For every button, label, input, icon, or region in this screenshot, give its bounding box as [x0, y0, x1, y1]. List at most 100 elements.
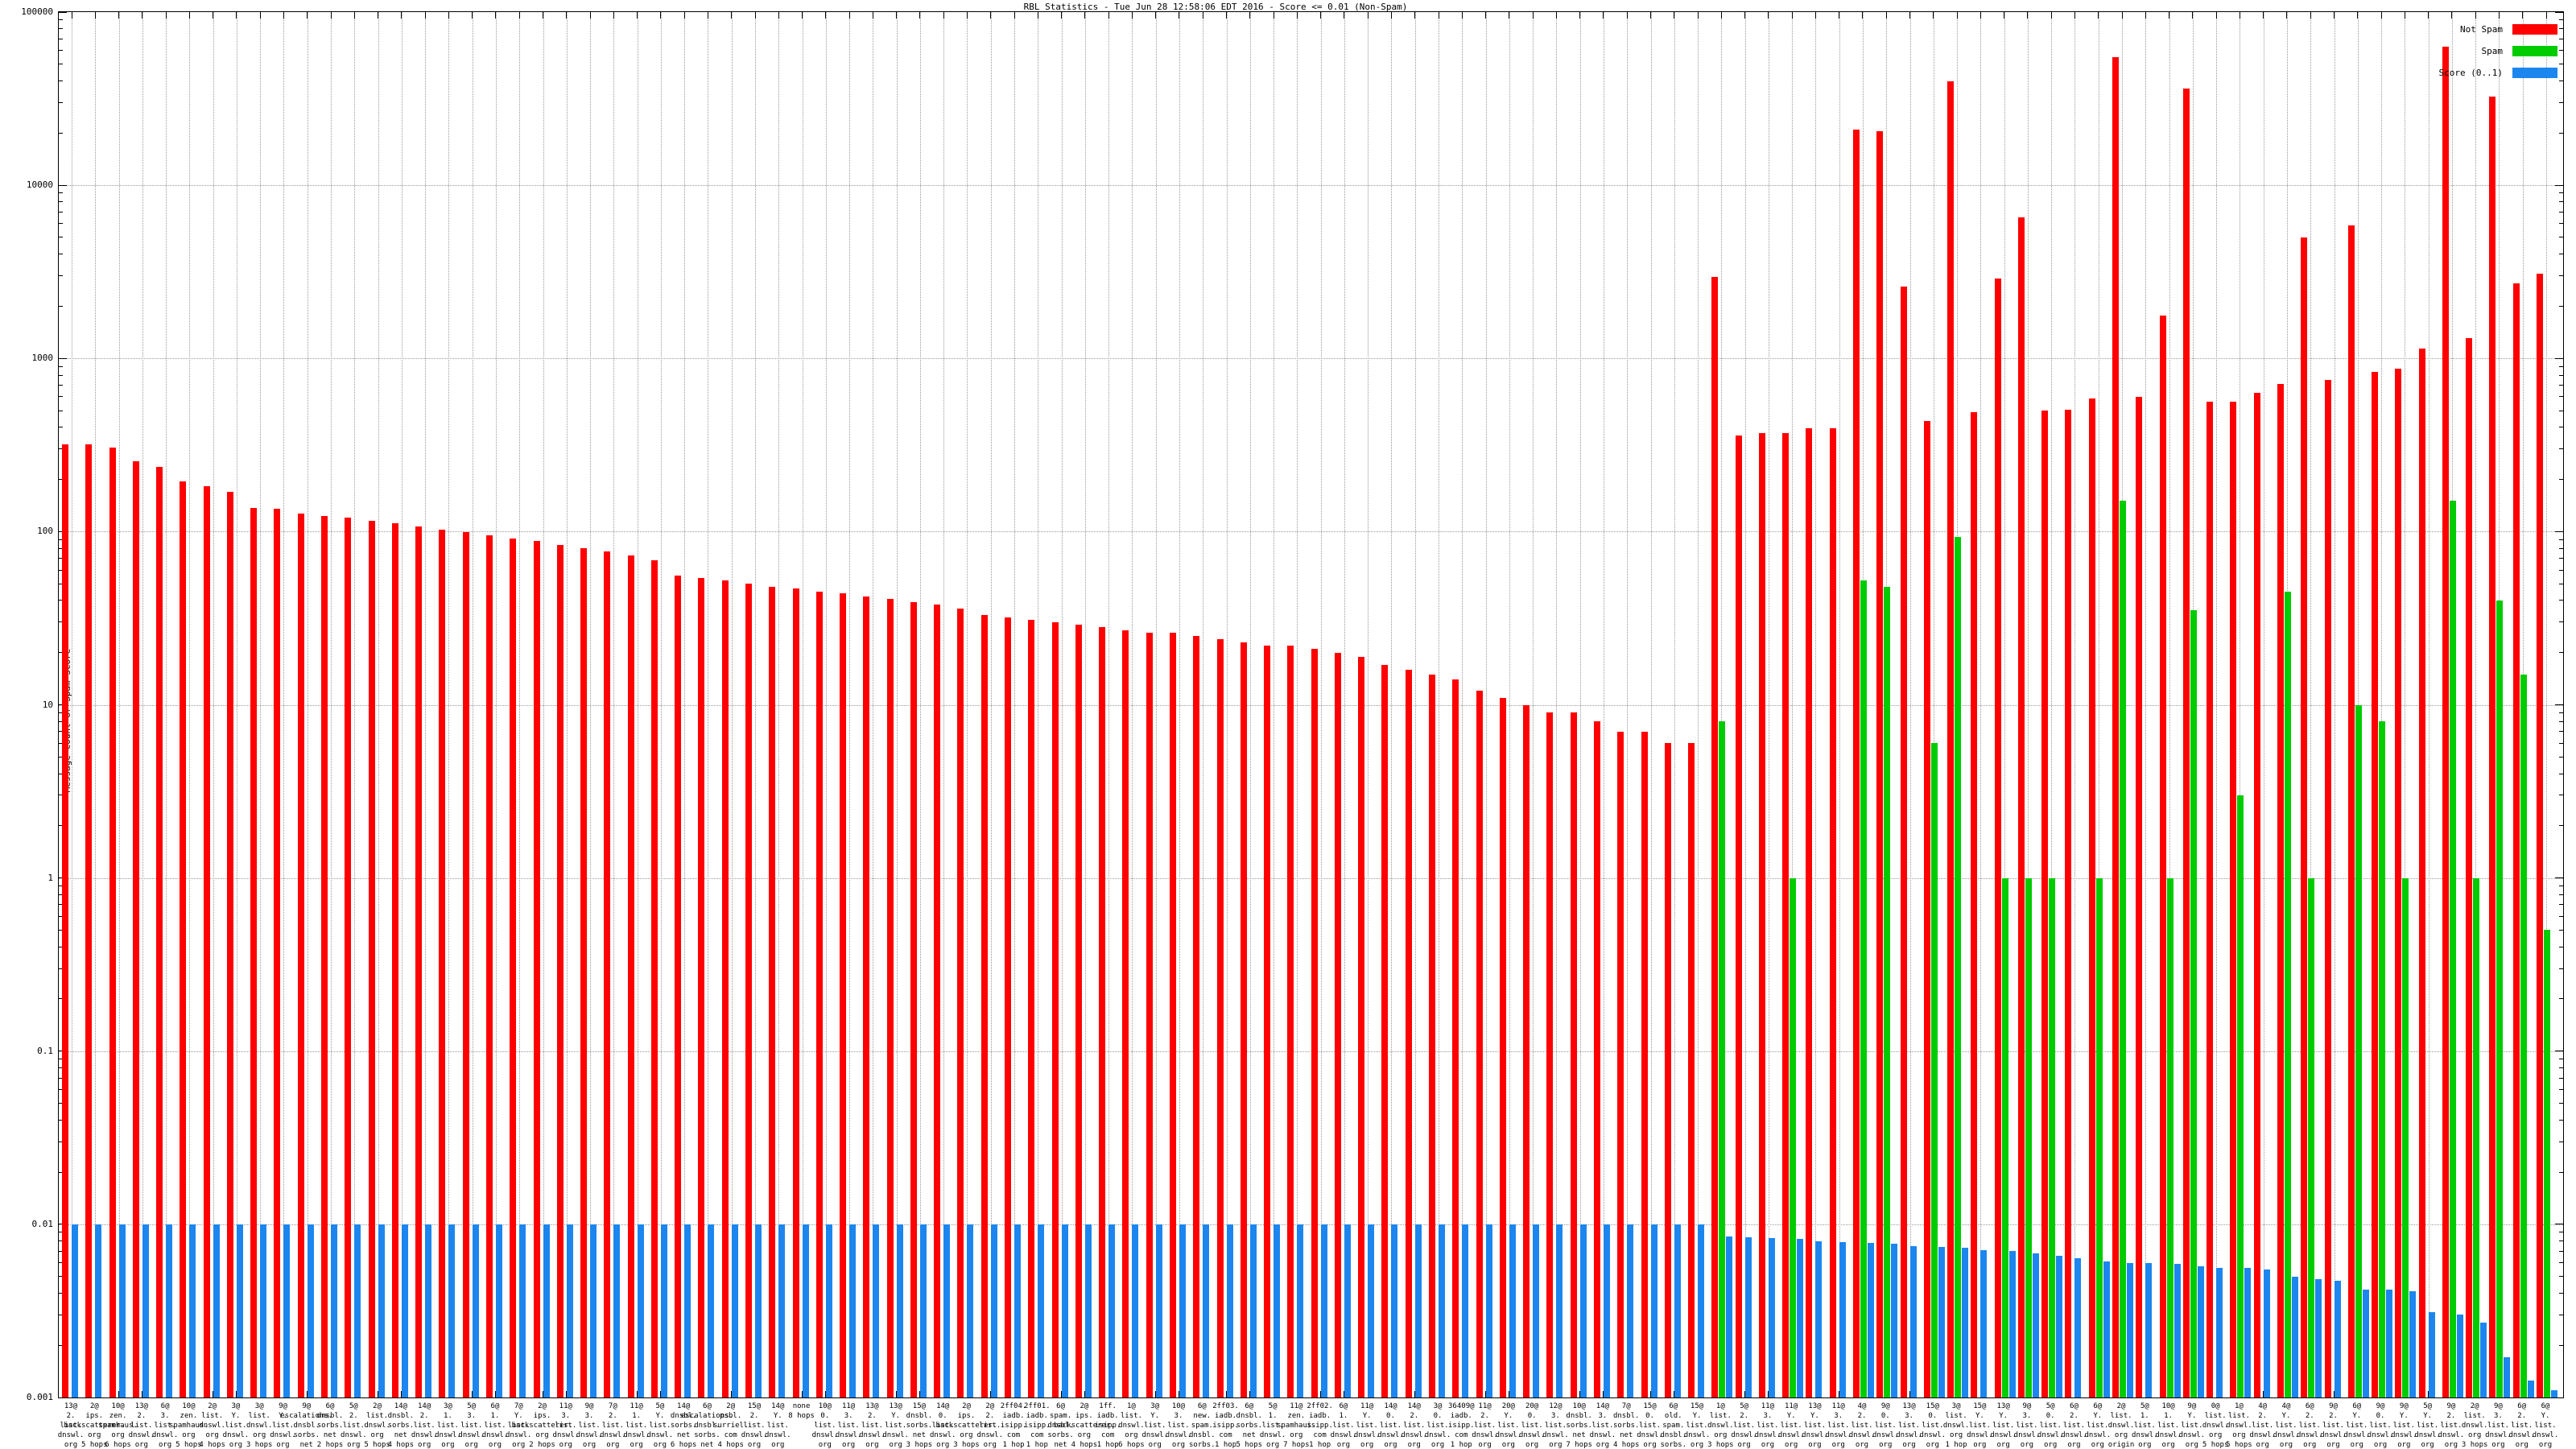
- x-tick-top: [778, 12, 779, 19]
- chart-title: RBL Statistics - Tue Jun 28 12:58:06 EDT…: [1023, 2, 1408, 12]
- bar-score: [2263, 1269, 2270, 1397]
- y-tick-label: 0.001: [26, 1392, 53, 1402]
- bar-not-spam: [1994, 278, 2001, 1397]
- x-tick-top: [1885, 12, 1887, 19]
- bar-score: [2197, 1266, 2204, 1397]
- bar-not-spam: [297, 514, 304, 1397]
- x-tick-label: 6@ dnsbl. sorbs. net 5 hops: [1236, 1402, 1263, 1449]
- bar-not-spam: [698, 577, 705, 1397]
- x-tick-top: [2121, 12, 2123, 19]
- bar-not-spam: [2182, 89, 2190, 1397]
- bar-spam: [1955, 537, 1962, 1397]
- bar-not-spam: [1381, 664, 1389, 1397]
- bar-not-spam: [769, 586, 776, 1397]
- x-tick-label: 0@ list. dnswl. org 5 hops: [2202, 1402, 2229, 1449]
- bar-spam: [2544, 930, 2550, 1397]
- bar-not-spam: [934, 604, 941, 1397]
- bar-spam: [2049, 877, 2056, 1397]
- y-major-tick-right: [2555, 877, 2563, 879]
- bar-score: [2551, 1390, 2557, 1397]
- x-tick-top: [637, 12, 638, 19]
- x-gridline: [684, 12, 686, 1397]
- x-tick-label: 7@ dnsbl. sorbs. net 4 hops: [1612, 1402, 1640, 1449]
- bar-not-spam: [1664, 743, 1671, 1397]
- bar-score: [1203, 1224, 1210, 1397]
- x-tick-top: [353, 12, 355, 19]
- x-tick-top: [1956, 12, 1958, 19]
- bar-score: [189, 1224, 196, 1397]
- x-gridline: [1061, 12, 1063, 1397]
- y-minor-tick-right: [2559, 80, 2563, 82]
- bar-score: [236, 1224, 243, 1397]
- x-tick-top: [518, 12, 520, 19]
- y-minor-tick-right: [2559, 50, 2563, 52]
- bar-spam: [2308, 877, 2315, 1397]
- y-minor-tick-right: [2559, 1262, 2563, 1264]
- x-tick-top: [1791, 12, 1793, 19]
- x-tick-top: [896, 12, 898, 19]
- y-minor-tick-left: [59, 731, 63, 733]
- x-gridline: [590, 12, 592, 1397]
- x-tick-label: 2@ psbl. surriel. com 4 hops: [713, 1402, 749, 1449]
- bar-score: [1155, 1224, 1162, 1397]
- x-gridline: [896, 12, 898, 1397]
- y-minor-tick-right: [2559, 1119, 2563, 1121]
- legend-swatch-spam: [2512, 46, 2557, 56]
- y-minor-tick-left: [59, 385, 63, 386]
- bar-not-spam: [2324, 380, 2331, 1397]
- x-gridline: [2475, 12, 2477, 1397]
- x-tick-label: 1ff. iadb. isipp. com 1 hop: [1094, 1402, 1121, 1449]
- x-tick-top: [2522, 12, 2524, 19]
- bar-not-spam: [1758, 433, 1765, 1397]
- bar-score: [1274, 1224, 1281, 1397]
- x-tick-label: 10@ zen. spamhaus. org 5 hops: [168, 1402, 208, 1449]
- y-minor-tick-right: [2559, 28, 2563, 30]
- x-tick-top: [401, 12, 402, 19]
- bar-not-spam: [109, 448, 116, 1397]
- bar-not-spam: [2395, 369, 2402, 1397]
- y-tick-label: 0.01: [31, 1218, 54, 1229]
- y-minor-tick-left: [59, 305, 63, 307]
- x-tick-top: [1296, 12, 1298, 19]
- bar-not-spam: [886, 598, 894, 1397]
- bar-not-spam: [462, 532, 469, 1397]
- y-minor-tick-left: [59, 19, 63, 21]
- bar-score: [2244, 1268, 2252, 1397]
- bar-not-spam: [1169, 633, 1176, 1397]
- bar-score: [637, 1224, 644, 1397]
- y-minor-tick-left: [59, 365, 63, 367]
- bar-spam: [1790, 877, 1797, 1397]
- x-tick-top: [754, 12, 756, 19]
- bar-not-spam: [1287, 645, 1294, 1397]
- x-tick-top: [1061, 12, 1063, 19]
- y-minor-tick-left: [59, 558, 63, 559]
- bar-not-spam: [439, 529, 446, 1397]
- bar-score: [1627, 1224, 1634, 1397]
- y-gridline: [59, 185, 2563, 187]
- x-tick-top: [1555, 12, 1557, 19]
- bar-not-spam: [745, 584, 752, 1397]
- plot-area: Message Count or Spam Score: [58, 11, 2564, 1398]
- x-gridline: [213, 12, 214, 1397]
- x-gridline: [378, 12, 379, 1397]
- bar-not-spam: [627, 555, 634, 1397]
- bar-score: [1132, 1224, 1139, 1397]
- bar-not-spam: [85, 444, 93, 1397]
- y-minor-tick-left: [59, 915, 63, 917]
- x-tick-top: [1744, 12, 1746, 19]
- bar-not-spam: [1476, 691, 1483, 1397]
- bar-score: [684, 1224, 691, 1397]
- x-tick-label: 2@ list. dnswl. org 5 hops: [364, 1402, 390, 1449]
- x-tick-label: 6@ dnsbl. sorbs. net 2 hops: [316, 1402, 344, 1449]
- x-tick-top: [802, 12, 803, 19]
- x-gridline: [990, 12, 992, 1397]
- y-minor-tick-left: [59, 825, 63, 827]
